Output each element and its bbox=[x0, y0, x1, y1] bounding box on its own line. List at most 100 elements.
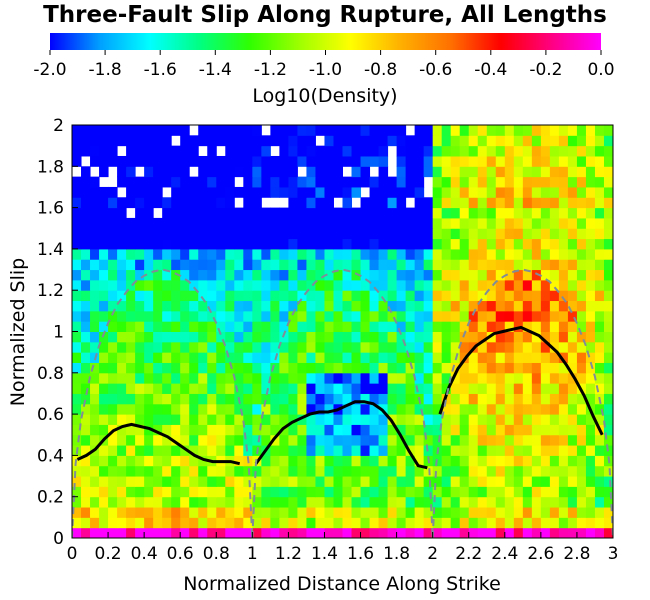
heatmap-cell bbox=[378, 331, 389, 343]
heatmap-cell bbox=[297, 445, 307, 456]
heatmap-cell bbox=[234, 207, 244, 219]
heatmap-cell bbox=[180, 372, 190, 384]
heatmap-cell bbox=[441, 434, 452, 446]
heatmap-cell bbox=[423, 476, 434, 487]
chart-title: Three-Fault Slip Along Rupture, All Leng… bbox=[43, 2, 607, 28]
heatmap-cell bbox=[90, 300, 100, 312]
heatmap-cell bbox=[144, 445, 154, 456]
heatmap-cell bbox=[567, 290, 578, 302]
heatmap-cell bbox=[567, 496, 578, 508]
heatmap-cell bbox=[432, 383, 443, 394]
heatmap-cell bbox=[234, 517, 244, 529]
heatmap-cell bbox=[486, 217, 497, 229]
heatmap-cell bbox=[126, 259, 136, 271]
heatmap-cells bbox=[72, 125, 613, 538]
heatmap-cell bbox=[441, 341, 452, 353]
heatmap-cell bbox=[99, 496, 109, 508]
heatmap-cell bbox=[72, 300, 82, 312]
heatmap-cell bbox=[450, 197, 461, 209]
heatmap-cell bbox=[486, 383, 497, 394]
heatmap-cell bbox=[495, 486, 506, 498]
heatmap-cell bbox=[594, 269, 605, 281]
heatmap-cell bbox=[522, 455, 533, 467]
heatmap-cell bbox=[369, 527, 380, 538]
heatmap-cell bbox=[234, 403, 244, 415]
x-tick-label: 0.6 bbox=[167, 544, 194, 564]
heatmap-cell bbox=[162, 197, 172, 209]
heatmap-cell bbox=[459, 331, 470, 343]
heatmap-cell bbox=[459, 279, 470, 291]
heatmap-cell bbox=[558, 341, 569, 353]
heatmap-cell bbox=[225, 269, 235, 281]
heatmap-cell bbox=[216, 228, 226, 240]
heatmap-cell bbox=[549, 186, 560, 198]
heatmap-cell bbox=[432, 145, 443, 157]
heatmap-cell bbox=[549, 445, 560, 456]
heatmap-cell bbox=[135, 372, 145, 384]
heatmap-cell bbox=[153, 300, 163, 312]
heatmap-cell bbox=[135, 145, 145, 157]
heatmap-cell bbox=[279, 300, 289, 312]
heatmap-cell bbox=[405, 383, 416, 394]
heatmap-cell bbox=[90, 372, 100, 384]
heatmap-cell bbox=[549, 331, 560, 343]
heatmap-cell bbox=[261, 186, 271, 198]
heatmap-cell bbox=[504, 476, 515, 487]
heatmap-cell bbox=[180, 125, 190, 136]
heatmap-cell bbox=[324, 155, 334, 167]
heatmap-cell bbox=[270, 393, 280, 405]
heatmap-cell bbox=[315, 166, 325, 178]
heatmap-cell bbox=[234, 476, 244, 487]
heatmap-cell bbox=[549, 269, 560, 281]
heatmap-cell bbox=[306, 186, 316, 198]
heatmap-cell bbox=[117, 176, 127, 188]
heatmap-cell bbox=[513, 300, 524, 312]
heatmap-cell bbox=[504, 517, 515, 529]
heatmap-cell bbox=[315, 186, 325, 198]
heatmap-cell bbox=[225, 135, 235, 147]
heatmap-cell bbox=[162, 145, 172, 157]
heatmap-cell bbox=[324, 310, 334, 322]
heatmap-cell bbox=[252, 228, 262, 240]
heatmap-cell bbox=[279, 517, 289, 529]
heatmap-cell bbox=[567, 445, 578, 456]
heatmap-cell bbox=[486, 290, 497, 302]
heatmap-cell bbox=[567, 300, 578, 312]
heatmap-cell bbox=[576, 321, 587, 332]
heatmap-cell bbox=[387, 496, 398, 508]
heatmap-cell bbox=[360, 476, 371, 487]
heatmap-cell bbox=[207, 300, 217, 312]
heatmap-cell bbox=[504, 455, 515, 467]
heatmap-cell bbox=[522, 217, 533, 229]
heatmap-cell bbox=[207, 341, 217, 353]
heatmap-cell bbox=[252, 238, 262, 250]
heatmap-cell bbox=[549, 403, 560, 415]
heatmap-cell bbox=[576, 176, 587, 188]
heatmap-cell bbox=[288, 228, 298, 240]
heatmap-cell bbox=[459, 321, 470, 332]
heatmap-cell bbox=[558, 269, 569, 281]
heatmap-cell bbox=[171, 176, 181, 188]
heatmap-cell bbox=[531, 279, 542, 291]
heatmap-cell bbox=[135, 383, 145, 394]
heatmap-cell bbox=[387, 383, 398, 394]
heatmap-cell bbox=[378, 228, 389, 240]
heatmap-cell bbox=[387, 352, 398, 363]
heatmap-cell bbox=[585, 383, 596, 394]
heatmap-cell bbox=[531, 331, 542, 343]
heatmap-cell bbox=[603, 269, 613, 281]
heatmap-cell bbox=[567, 352, 578, 363]
heatmap-cell bbox=[495, 186, 506, 198]
heatmap-cell bbox=[513, 269, 524, 281]
heatmap-cell bbox=[486, 414, 497, 425]
heatmap-cell bbox=[261, 476, 271, 487]
heatmap-cell bbox=[441, 125, 452, 136]
heatmap-cell bbox=[162, 362, 172, 374]
heatmap-cell bbox=[360, 507, 371, 518]
heatmap-cell bbox=[207, 424, 217, 436]
heatmap-cell bbox=[180, 321, 190, 332]
heatmap-cell bbox=[387, 507, 398, 518]
heatmap-cell bbox=[279, 383, 289, 394]
heatmap-cell bbox=[126, 341, 136, 353]
heatmap-cell bbox=[486, 125, 497, 136]
